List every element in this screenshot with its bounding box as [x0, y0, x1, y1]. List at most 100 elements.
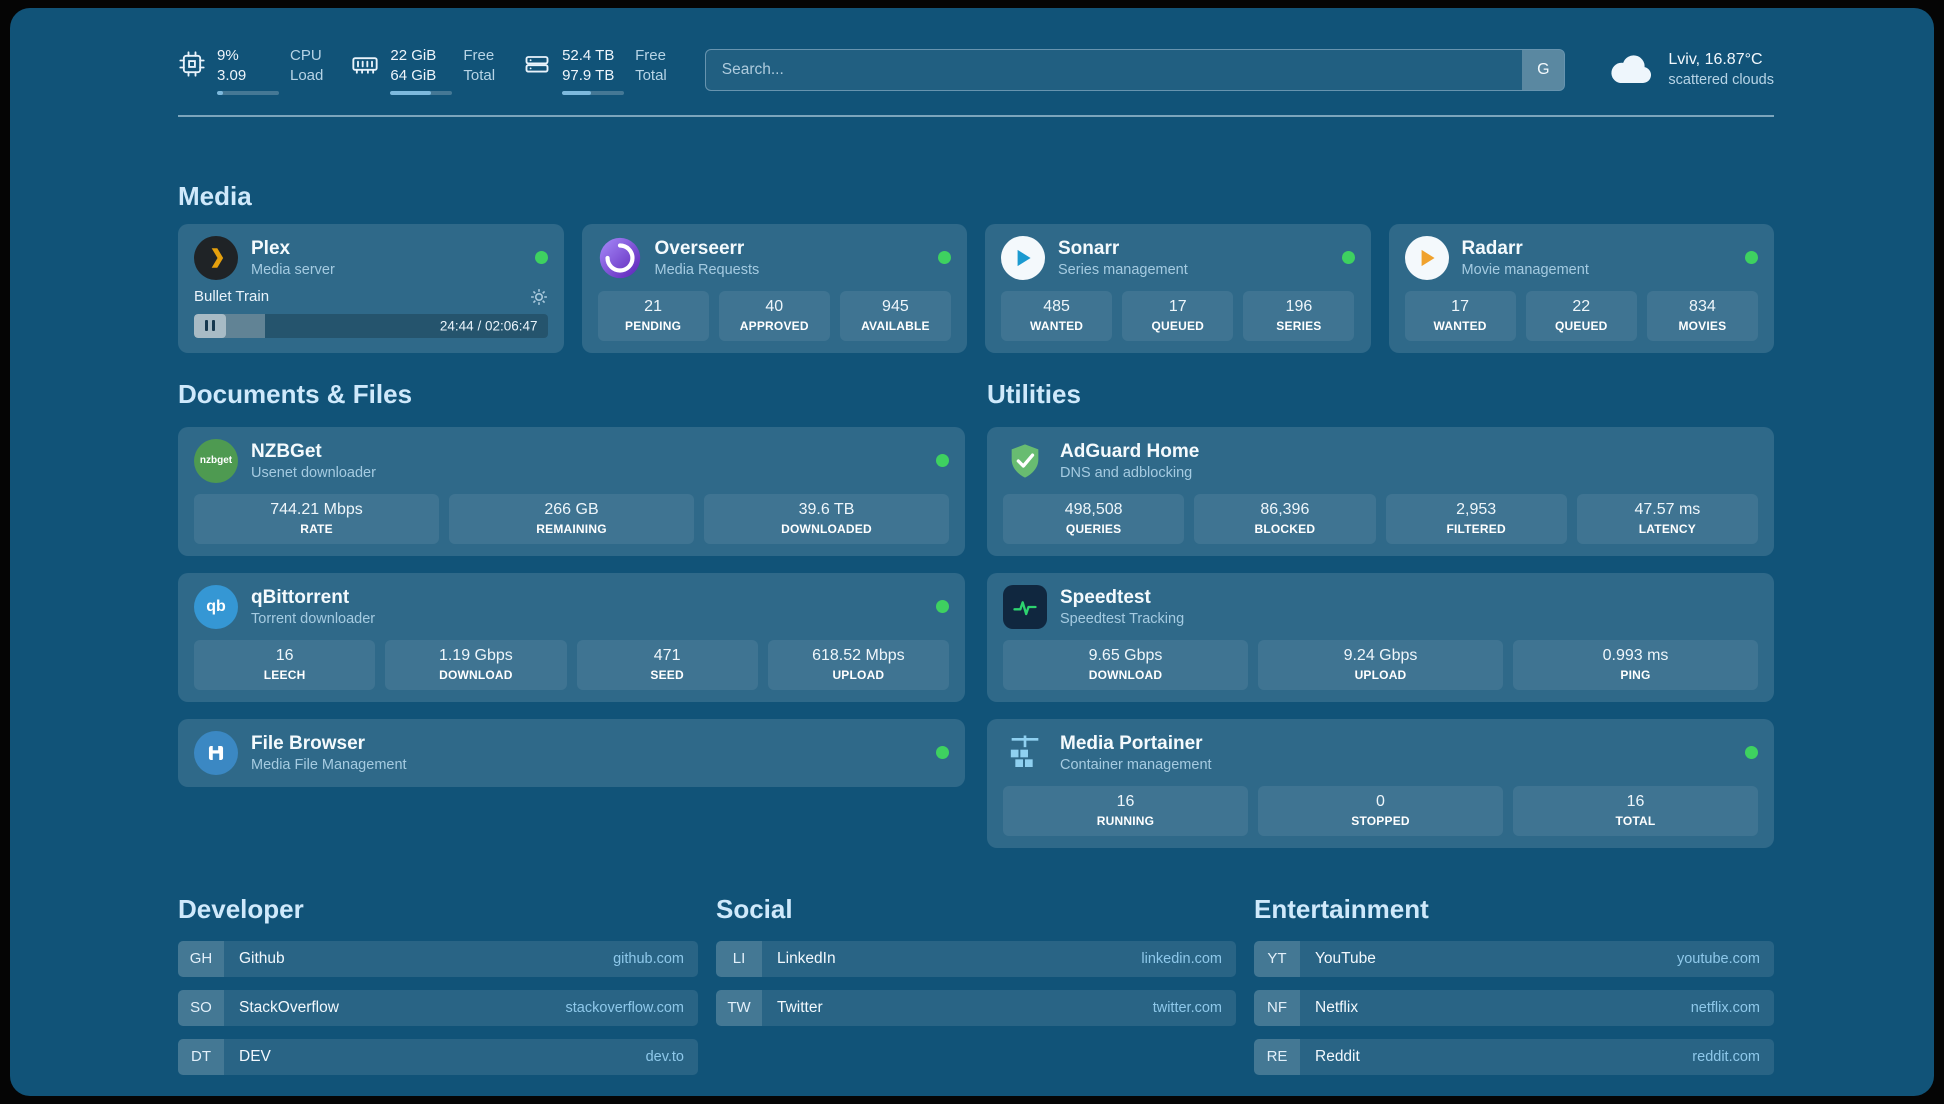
app-subtitle: Torrent downloader	[251, 610, 376, 627]
stat-tile: 17 QUEUED	[1122, 290, 1234, 341]
app-name: Overseerr	[654, 237, 745, 259]
ram-total: 64 GiB	[390, 66, 437, 84]
status-dot	[1745, 746, 1758, 760]
bookmark-linkedin[interactable]: LI LinkedIn linkedin.com	[716, 940, 1236, 977]
stat-tile: 17 WANTED	[1404, 290, 1516, 341]
app-card-nzbget[interactable]: nzbget NZBGet Usenet downloader 744.21 M…	[178, 426, 965, 556]
stat-tile: 471 SEED	[576, 639, 758, 690]
weather-location: Lviv, 16.87°C	[1668, 51, 1763, 69]
entertainment-section-title: Entertainment	[1254, 893, 1429, 924]
app-name: Radarr	[1461, 237, 1523, 259]
app-card-adguard[interactable]: AdGuard Home DNS and adblocking 498,508 …	[987, 426, 1774, 556]
app-card-qbittorrent[interactable]: qb qBittorrent Torrent downloader 16 LEE…	[178, 572, 965, 702]
stat-tile: 47.57 ms LATENCY	[1576, 493, 1758, 544]
pause-button[interactable]	[194, 313, 226, 338]
utilities-section-title: Utilities	[987, 378, 1081, 409]
bookmark-group-entertainment: Entertainment YT YouTube youtube.com NF …	[1254, 894, 1774, 1088]
stat-tile: 0.993 ms PING	[1513, 639, 1758, 690]
status-dot	[938, 251, 951, 265]
nzbget-icon: nzbget	[194, 438, 238, 483]
bookmark-reddit[interactable]: RE Reddit reddit.com	[1254, 1038, 1774, 1075]
cpu-label-1: CPU	[290, 47, 322, 64]
ram-widget: 22 GiB 64 GiB Free Total	[351, 46, 495, 95]
bookmark-youtube[interactable]: YT YouTube youtube.com	[1254, 940, 1774, 977]
media-section-title: Media	[178, 180, 252, 211]
app-card-radarr[interactable]: Radarr Movie management 17 WANTED 22 QUE…	[1388, 223, 1774, 353]
app-card-portainer[interactable]: Media Portainer Container management 16 …	[987, 718, 1774, 848]
ram-icon	[352, 57, 378, 74]
stat-tile: 16 LEECH	[194, 639, 376, 690]
stat-tile: 0 STOPPED	[1258, 785, 1503, 836]
section-media: Media Plex Media server Bullet Train	[178, 181, 1774, 353]
app-card-overseerr[interactable]: Overseerr Media Requests 21 PENDING 40 A…	[581, 223, 967, 353]
ram-progress-fill	[390, 90, 432, 95]
stat-tile: 498,508 QUERIES	[1003, 493, 1185, 544]
cpu-widget: 9% 3.09 CPU Load	[178, 46, 323, 95]
stat-tile: 1.19 Gbps DOWNLOAD	[385, 639, 567, 690]
stat-tile: 16 RUNNING	[1003, 785, 1248, 836]
stat-tile: 834 MOVIES	[1646, 290, 1758, 341]
adguard-icon	[1003, 439, 1047, 483]
stat-tile: 945 AVAILABLE	[839, 290, 951, 341]
developer-section-title: Developer	[178, 893, 304, 924]
app-subtitle: Media Requests	[654, 261, 760, 278]
app-name: AdGuard Home	[1060, 440, 1200, 462]
bookmarks: Developer GH Github github.com SO StackO…	[178, 894, 1774, 1088]
ram-progress-track	[390, 90, 453, 95]
stat-tile: 86,396 BLOCKED	[1194, 493, 1376, 544]
cloud-icon	[1611, 55, 1652, 84]
weather-condition: scattered clouds	[1668, 72, 1774, 89]
social-section-title: Social	[716, 893, 793, 924]
stat-tile: 744.21 Mbps RATE	[194, 493, 439, 544]
app-card-speedtest[interactable]: Speedtest Speedtest Tracking 9.65 Gbps D…	[987, 572, 1774, 702]
topbar: 9% 3.09 CPU Load 22 GiB	[178, 46, 1774, 95]
disk-total: 97.9 TB	[562, 66, 615, 84]
bookmark-twitter[interactable]: TW Twitter twitter.com	[716, 989, 1236, 1026]
cpu-label-2: Load	[290, 66, 324, 84]
qbittorrent-icon: qb	[194, 584, 238, 629]
bookmark-dev[interactable]: DT DEV dev.to	[178, 1038, 698, 1075]
section-utilities: Utilities AdGuard Home DNS and adblockin…	[987, 379, 1774, 848]
status-dot	[936, 746, 949, 760]
app-name: qBittorrent	[251, 586, 350, 608]
radarr-icon	[1404, 235, 1449, 280]
documents-section-title: Documents & Files	[178, 378, 413, 409]
bookmark-github[interactable]: GH Github github.com	[178, 940, 698, 977]
app-card-filebrowser[interactable]: File Browser Media File Management	[178, 718, 965, 787]
cpu-progress-fill	[217, 90, 223, 95]
status-dot	[1745, 251, 1758, 265]
app-name: Media Portainer	[1060, 732, 1203, 754]
stat-tile: 39.6 TB DOWNLOADED	[704, 493, 949, 544]
app-subtitle: Movie management	[1461, 261, 1589, 278]
app-subtitle: Series management	[1058, 261, 1188, 278]
cpu-icon	[179, 51, 205, 77]
disk-label-1: Free	[635, 47, 666, 64]
app-subtitle: Container management	[1060, 756, 1212, 773]
bookmark-stackoverflow[interactable]: SO StackOverflow stackoverflow.com	[178, 989, 698, 1026]
ram-label-2: Total	[463, 66, 496, 84]
ram-label-1: Free	[463, 47, 495, 64]
status-dot	[936, 454, 949, 468]
disk-progress-fill	[562, 90, 592, 95]
search-input[interactable]	[704, 49, 1566, 92]
status-dot	[1341, 251, 1355, 265]
app-subtitle: Speedtest Tracking	[1060, 610, 1185, 627]
app-card-sonarr[interactable]: Sonarr Series management 485 WANTED 17 Q…	[985, 223, 1371, 353]
search-engine-button[interactable]: G	[1522, 50, 1565, 91]
filebrowser-icon	[194, 730, 238, 775]
app-name: Plex	[251, 237, 291, 259]
stat-tile: 22 QUEUED	[1525, 290, 1637, 341]
stat-tile: 9.24 Gbps UPLOAD	[1258, 639, 1503, 690]
stat-tile: 9.65 Gbps DOWNLOAD	[1003, 639, 1248, 690]
portainer-icon	[1003, 731, 1047, 775]
playback-progress-bar[interactable]: 24:44 / 02:06:47	[194, 313, 548, 338]
app-card-plex[interactable]: Plex Media server Bullet Train 24:44 / 0	[178, 223, 564, 353]
bookmark-netflix[interactable]: NF Netflix netflix.com	[1254, 989, 1774, 1026]
bookmark-group-developer: Developer GH Github github.com SO StackO…	[178, 894, 698, 1088]
ram-free: 22 GiB	[390, 47, 437, 64]
plex-icon	[194, 235, 238, 280]
disk-progress-track	[562, 90, 625, 95]
app-name: NZBGet	[251, 440, 322, 462]
gear-icon[interactable]	[530, 288, 548, 306]
